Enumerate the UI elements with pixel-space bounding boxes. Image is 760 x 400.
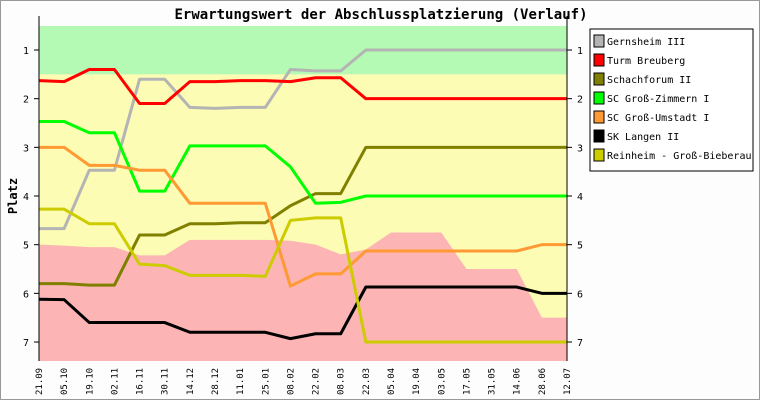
legend-label: Reinheim - Groß-Bieberau	[607, 151, 752, 162]
x-tick-label: 02.11	[110, 368, 120, 395]
series-line-6	[39, 207, 567, 344]
y-tick-label-right: 5	[577, 241, 583, 252]
y-tick-label: 7	[23, 338, 29, 349]
legend-label: SC Groß-Zimmern I	[607, 94, 709, 105]
y-tick-label: 3	[23, 143, 29, 154]
x-tick-label: 14.12	[186, 368, 196, 395]
y-tick-label: 2	[23, 95, 29, 106]
x-tick-label: 14.06	[513, 368, 523, 395]
legend-label: SK Langen II	[607, 132, 679, 143]
x-tick-label: 22.02	[312, 368, 322, 395]
y-tick-label: 5	[23, 241, 29, 252]
series-line-5	[38, 285, 567, 341]
legend-label: Schachforum II	[607, 75, 691, 86]
legend-swatch	[593, 53, 605, 67]
x-tick-label: 19.04	[412, 368, 422, 395]
y-tick-label-right: 7	[577, 338, 583, 349]
x-tick-label: 08.03	[337, 368, 347, 395]
series-line-2	[39, 145, 567, 287]
x-tick-label: 21.09	[35, 368, 45, 395]
y-tick-label-right: 6	[577, 289, 583, 300]
legend-swatch	[593, 91, 605, 105]
legend-swatch	[593, 110, 605, 124]
x-tick-label: 17.05	[462, 368, 472, 395]
legend-swatch	[593, 129, 605, 143]
x-tick-label: 12.07	[563, 368, 573, 395]
legend-box	[589, 28, 754, 172]
x-tick-label: 25.01	[261, 368, 271, 395]
legend-swatch	[593, 34, 605, 48]
y-tick-label-right: 2	[577, 95, 583, 106]
y-tick-label-right: 4	[577, 192, 583, 203]
x-tick-label: 03.05	[437, 368, 447, 395]
x-tick-label: 30.11	[161, 368, 171, 395]
series-line-4	[39, 145, 567, 288]
x-tick-label: 05.04	[387, 368, 397, 395]
y-tick-label: 1	[23, 46, 29, 57]
y-axis-label: Platz	[6, 178, 20, 214]
y-tick-label: 6	[23, 289, 29, 300]
x-tick-label: 22.03	[362, 368, 372, 395]
series-line-1	[38, 67, 567, 106]
y-tick-label: 4	[23, 192, 29, 203]
x-tick-label: 11.01	[236, 368, 246, 395]
legend-swatch	[593, 72, 605, 86]
y-tick-label-right: 1	[577, 46, 583, 57]
y-tick-label-right: 3	[577, 143, 583, 154]
legend-label: Turm Breuberg	[607, 56, 685, 67]
legend-label: Gernsheim III	[607, 37, 685, 48]
x-tick-label: 08.02	[286, 368, 296, 395]
x-tick-label: 05.10	[60, 368, 70, 395]
x-tick-label: 16.11	[136, 368, 146, 395]
x-tick-label: 31.05	[488, 368, 498, 395]
x-tick-label: 19.10	[85, 368, 95, 395]
zone-relegation	[39, 232, 567, 361]
series-line-3	[39, 120, 567, 205]
chart-title: Erwartungswert der Abschlussplatzierung …	[174, 7, 587, 23]
legend-label: SC Groß-Umstadt I	[607, 113, 709, 124]
x-tick-label: 28.12	[211, 368, 221, 395]
legend-swatch	[593, 148, 605, 162]
series-line-0	[39, 48, 567, 231]
x-tick-label: 28.06	[538, 368, 548, 395]
